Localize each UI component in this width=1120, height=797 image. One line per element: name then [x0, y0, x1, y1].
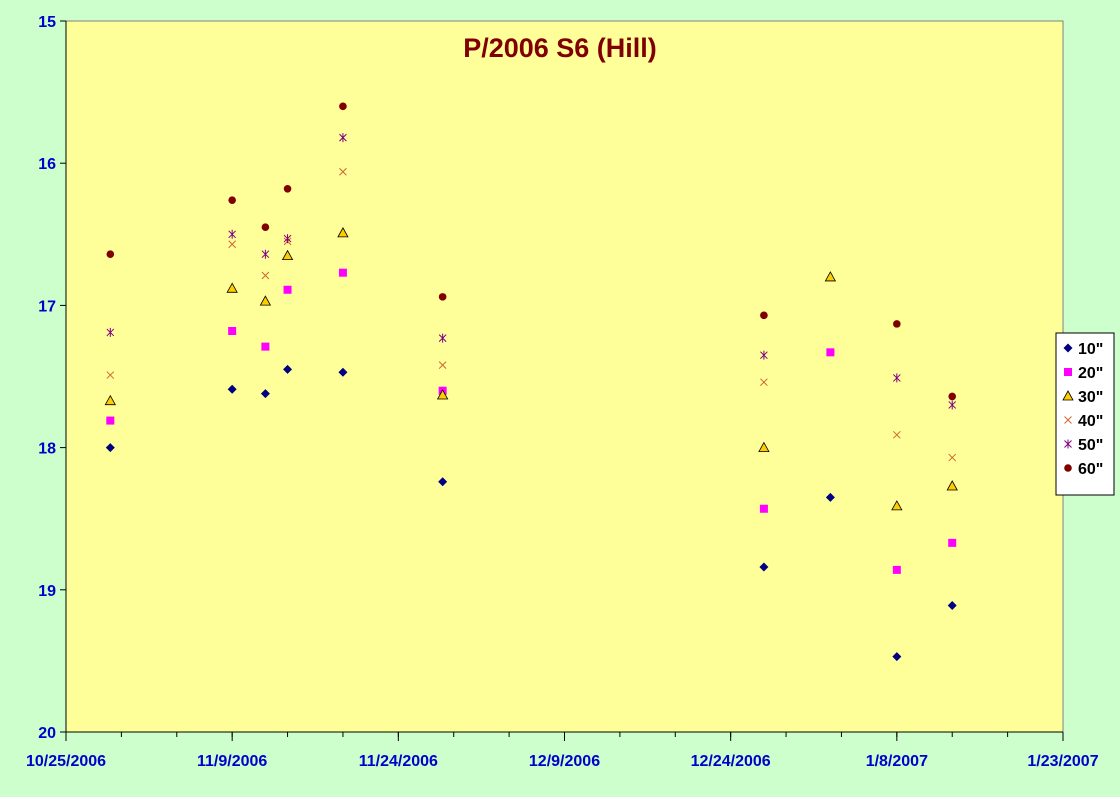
data-point	[228, 196, 236, 204]
legend-label: 60"	[1078, 461, 1103, 478]
series-0	[105, 364, 957, 662]
data-point	[438, 293, 447, 301]
data-point	[105, 443, 115, 453]
data-point	[759, 562, 769, 572]
data-point	[825, 492, 835, 502]
data-point	[261, 271, 270, 280]
plot-area	[65, 20, 1064, 733]
data-point	[228, 229, 237, 239]
series-4	[106, 133, 957, 410]
data-point	[283, 285, 292, 294]
data-point	[283, 234, 292, 244]
data-point	[261, 223, 270, 231]
data-point	[228, 240, 237, 249]
data-point	[948, 453, 957, 462]
legend-label: 40"	[1078, 413, 1103, 430]
legend-label: 30"	[1078, 389, 1103, 406]
data-point	[261, 342, 270, 351]
legend-marker	[1063, 343, 1073, 353]
data-point	[892, 373, 901, 383]
data-point	[339, 133, 347, 143]
data-point	[948, 392, 957, 401]
legend-marker	[1062, 390, 1074, 401]
data-point	[106, 250, 115, 259]
data-point	[339, 167, 347, 176]
legend-marker	[1064, 464, 1072, 472]
x-tick-label: 12/9/2006	[529, 753, 600, 770]
data-point	[260, 389, 270, 399]
data-point	[760, 350, 768, 360]
data-point	[226, 282, 238, 293]
legend-marker	[1064, 368, 1072, 376]
y-tick-label: 15	[38, 14, 56, 31]
chart-title: P/2006 S6 (Hill)	[463, 33, 657, 63]
legend-label: 10"	[1078, 341, 1103, 358]
data-point	[946, 480, 958, 491]
data-point	[758, 441, 770, 453]
data-point	[261, 249, 270, 259]
legend-marker	[1064, 416, 1072, 424]
series-2	[104, 227, 958, 511]
series-1	[106, 268, 957, 574]
legend-marker	[1064, 439, 1072, 449]
data-point	[824, 271, 837, 282]
data-point	[339, 102, 347, 111]
data-point	[891, 500, 903, 511]
y-tick-label: 16	[38, 156, 56, 173]
data-point	[436, 389, 449, 400]
y-tick-label: 20	[38, 725, 56, 742]
x-tick-label: 1/8/2007	[866, 753, 928, 770]
data-point	[893, 320, 901, 328]
data-point	[338, 367, 348, 377]
data-points	[104, 102, 958, 662]
data-point	[106, 371, 115, 379]
axes: 15 16 17 18 19 20 10/25/2006 11/9/2006 11/24/200…	[26, 14, 1099, 770]
data-point	[106, 327, 115, 337]
x-tick-label: 10/25/2006	[26, 753, 106, 770]
data-point	[283, 184, 292, 193]
data-point	[947, 600, 957, 610]
data-point	[948, 400, 957, 410]
legend-label: 50"	[1078, 437, 1103, 454]
x-tick-label: 11/24/2006	[359, 753, 438, 770]
data-point	[104, 394, 116, 406]
data-point	[337, 227, 349, 238]
data-point	[892, 565, 901, 574]
data-point	[259, 295, 272, 306]
data-point	[227, 384, 237, 394]
data-point	[760, 378, 768, 387]
y-tick-label: 17	[38, 298, 56, 315]
data-point	[892, 430, 901, 439]
data-point	[338, 268, 347, 277]
data-point	[826, 348, 835, 357]
data-point	[281, 249, 294, 261]
data-point	[759, 504, 768, 513]
legend-label: 20"	[1078, 365, 1103, 382]
x-tick-label: 1/23/2007	[1027, 753, 1098, 770]
data-point	[948, 538, 957, 547]
data-point	[438, 333, 447, 343]
data-point	[283, 364, 293, 374]
x-tick-label: 11/9/2006	[197, 753, 267, 770]
data-point	[438, 477, 448, 487]
legend: 10" 20" 30" 40" 50" 60"	[1055, 332, 1115, 496]
y-tick-label: 18	[38, 441, 56, 458]
data-point	[760, 311, 768, 320]
data-point	[892, 652, 902, 662]
data-point	[438, 361, 447, 369]
data-point	[228, 326, 237, 335]
series-5	[106, 102, 957, 401]
data-point	[106, 416, 115, 425]
y-tick-label: 19	[38, 583, 56, 600]
x-tick-label: 12/24/2006	[691, 753, 771, 770]
